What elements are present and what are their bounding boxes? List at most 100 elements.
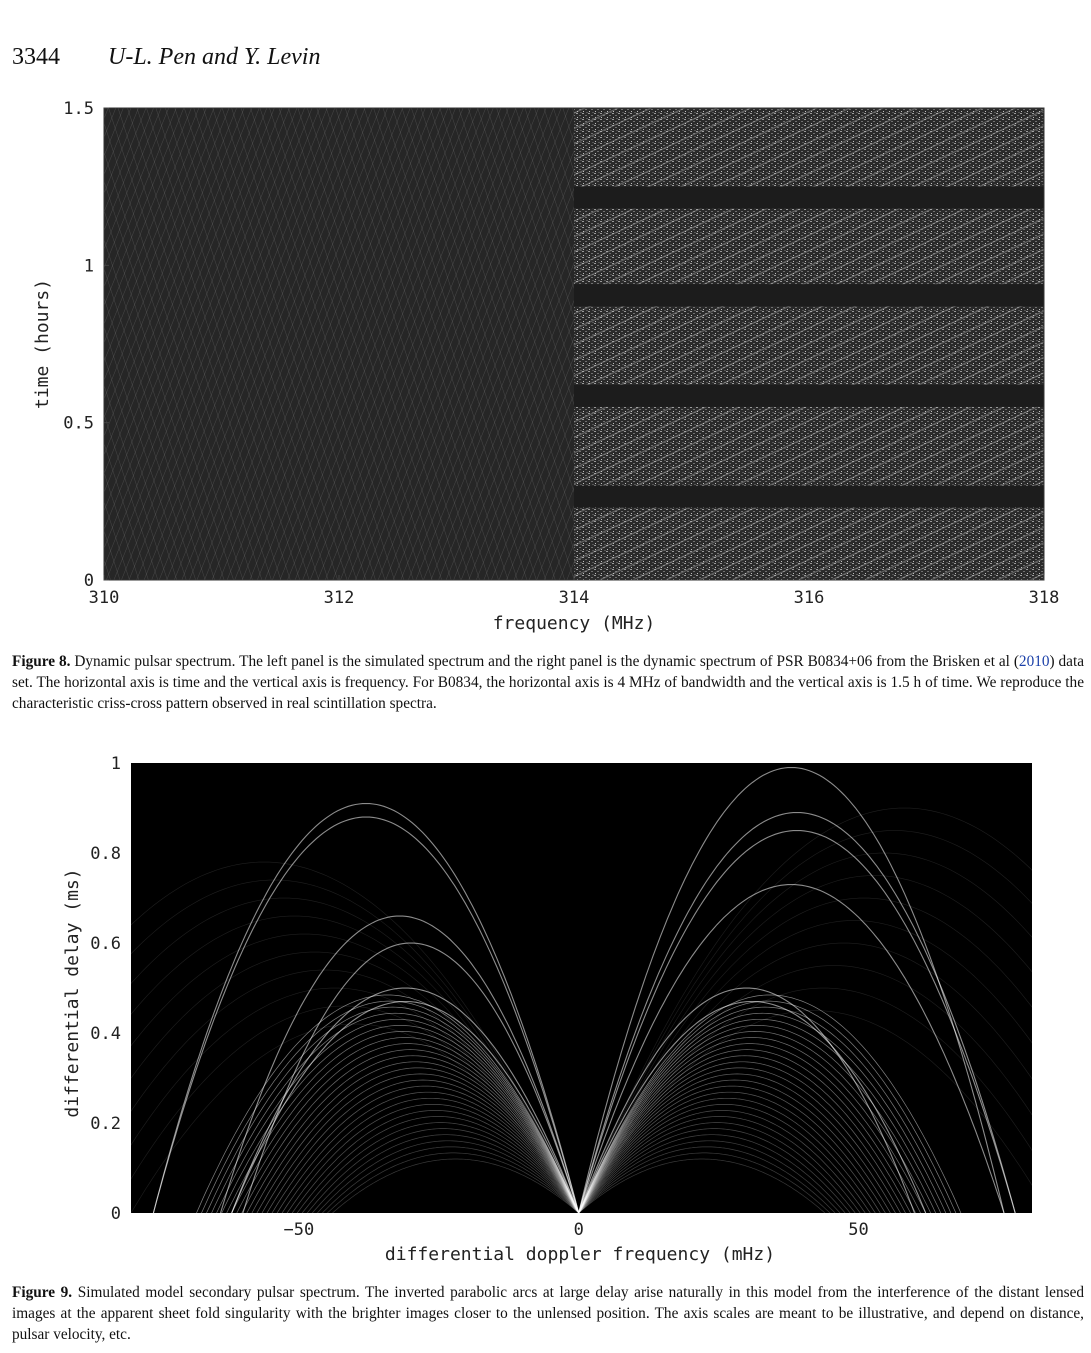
parabolic-arc: [578, 1097, 876, 1213]
parabolic-arc: [578, 1128, 851, 1213]
parabolic-arc: [152, 802, 580, 1213]
x-tick-label: 316: [794, 588, 825, 608]
x-tick-label: 312: [324, 588, 355, 608]
citation-link[interactable]: 2010: [1018, 653, 1050, 670]
parabolic-arc: [261, 1073, 580, 1213]
figure-8-dynamic-spectrum: 310 312 314 316 318 0 0.5 1 1.5 frequency (MHz)…: [32, 99, 1060, 634]
parabolic-arc: [578, 1085, 886, 1213]
parabolic-arc: [578, 883, 1005, 1213]
parabolic-arc: [246, 1055, 580, 1213]
x-axis-ticks: 310 312 314 316 318: [89, 575, 1060, 608]
caption-text-start: Dynamic pulsar spectrum. The left panel …: [74, 653, 1019, 670]
parabolic-arc: [578, 1122, 856, 1213]
parabolic-arc: [241, 1049, 580, 1213]
parabolic-arc: [578, 965, 1032, 1213]
masked-band: [574, 284, 1044, 307]
parabolic-arc: [578, 1140, 841, 1213]
y-axis-ticks: 0 0.2 0.4 0.6 0.8 1: [90, 754, 121, 1224]
parabolic-arc: [578, 1010, 1032, 1213]
running-authors: U-L. Pen and Y. Levin: [108, 44, 321, 70]
parabolic-arc: [196, 994, 580, 1213]
parabolic-arc: [578, 1012, 947, 1213]
parabolic-arc: [131, 969, 579, 1213]
parabolic-arc: [578, 1043, 921, 1213]
parabolic-arc: [251, 1061, 580, 1213]
parabolic-arc: [301, 1122, 579, 1213]
y-axis-label: differential delay (ms): [62, 868, 83, 1117]
spectrum-image: [103, 107, 1045, 581]
parabolic-arc: [578, 1055, 911, 1213]
parabolic-arc: [231, 987, 580, 1213]
parabolic-arc: [131, 987, 579, 1213]
parabolic-arc: [221, 1025, 580, 1213]
masked-band: [574, 384, 1044, 407]
parabolic-arc: [271, 1085, 579, 1213]
x-axis-label: frequency (MHz): [493, 613, 656, 634]
masked-band: [574, 186, 1044, 209]
parabolic-arc: [236, 1043, 580, 1213]
figure-9-caption: Figure 9. Simulated model secondary puls…: [12, 1282, 1084, 1345]
x-tick-label: 314: [559, 588, 590, 608]
parabolic-arc: [578, 897, 1032, 1213]
parabolic-arc: [131, 879, 579, 1213]
parabolic-arc: [256, 1067, 580, 1213]
x-tick-label: 50: [848, 1220, 868, 1240]
parabolic-arc: [286, 1103, 579, 1213]
x-tick-label: −50: [284, 1220, 315, 1240]
secondary-spectrum-image: [131, 763, 1032, 1213]
parabolic-arc: [578, 1018, 942, 1213]
parabolic-arc: [578, 1031, 932, 1213]
parabolic-arc: [296, 1116, 579, 1213]
parabolic-arc: [578, 1049, 916, 1213]
parabolic-arc: [276, 1091, 579, 1213]
figure-9-secondary-spectrum: −50 0 50 0 0.2 0.4 0.6 0.8 1 differential doppl…: [62, 754, 1032, 1265]
parabolic-arc: [578, 1061, 906, 1213]
parabolic-arc: [578, 942, 1032, 1213]
parabolic-arc: [226, 1031, 580, 1213]
parabolic-arc: [578, 1158, 826, 1213]
parabolic-arc: [578, 830, 1032, 1213]
y-tick-label: 0.8: [90, 844, 121, 864]
parabolic-arc: [578, 1079, 891, 1213]
y-tick-label: 0: [111, 1204, 121, 1224]
parabolic-arc: [322, 1146, 579, 1213]
x-tick-label: 318: [1029, 588, 1060, 608]
parabolic-arc: [578, 1006, 952, 1213]
parabolic-arc: [131, 897, 579, 1213]
parabolic-arc: [312, 1134, 579, 1213]
parabolic-arc: [578, 1146, 836, 1213]
parabolic-arc: [578, 1091, 881, 1213]
page-header: 3344 U-L. Pen and Y. Levin: [12, 42, 320, 72]
y-tick-label: 0: [84, 571, 94, 591]
parabolic-arc: [578, 1134, 846, 1213]
parabolic-arc: [131, 861, 579, 1213]
parabolic-arc: [578, 987, 916, 1213]
y-axis-label: time (hours): [32, 279, 53, 409]
parabolic-arc: [131, 915, 579, 1213]
parabolic-arc: [216, 1018, 580, 1213]
parabolic-arc: [578, 1073, 896, 1213]
page-number: 3344: [12, 44, 60, 70]
parabolic-arc: [231, 1037, 580, 1213]
parabolic-arc: [332, 1158, 579, 1213]
parabolic-arc: [266, 1079, 580, 1213]
parabolic-arc: [578, 1116, 861, 1213]
caption-label: Figure 9.: [12, 1284, 73, 1301]
caption-label: Figure 8.: [12, 653, 71, 670]
parabolic-arc: [327, 1152, 579, 1213]
y-tick-label: 0.6: [90, 934, 121, 954]
parabolic-arc: [578, 1067, 901, 1213]
figure-8-caption: Figure 8. Dynamic pulsar spectrum. The l…: [12, 651, 1084, 714]
masked-band: [574, 485, 1044, 508]
parabolic-arc: [578, 1152, 831, 1213]
parabolic-arc: [242, 942, 580, 1213]
parabolic-arc: [578, 1103, 871, 1213]
parabolic-arc: [131, 933, 579, 1213]
parabolic-arc: [206, 1006, 580, 1213]
parabolic-arc: [131, 951, 579, 1213]
parabolic-arcs: [131, 766, 1032, 1213]
parabolic-arc: [578, 766, 1005, 1213]
parabolic-arc: [152, 816, 580, 1213]
parabolic-arc: [578, 811, 1016, 1213]
caption-text: Simulated model secondary pulsar spectru…: [12, 1284, 1085, 1343]
